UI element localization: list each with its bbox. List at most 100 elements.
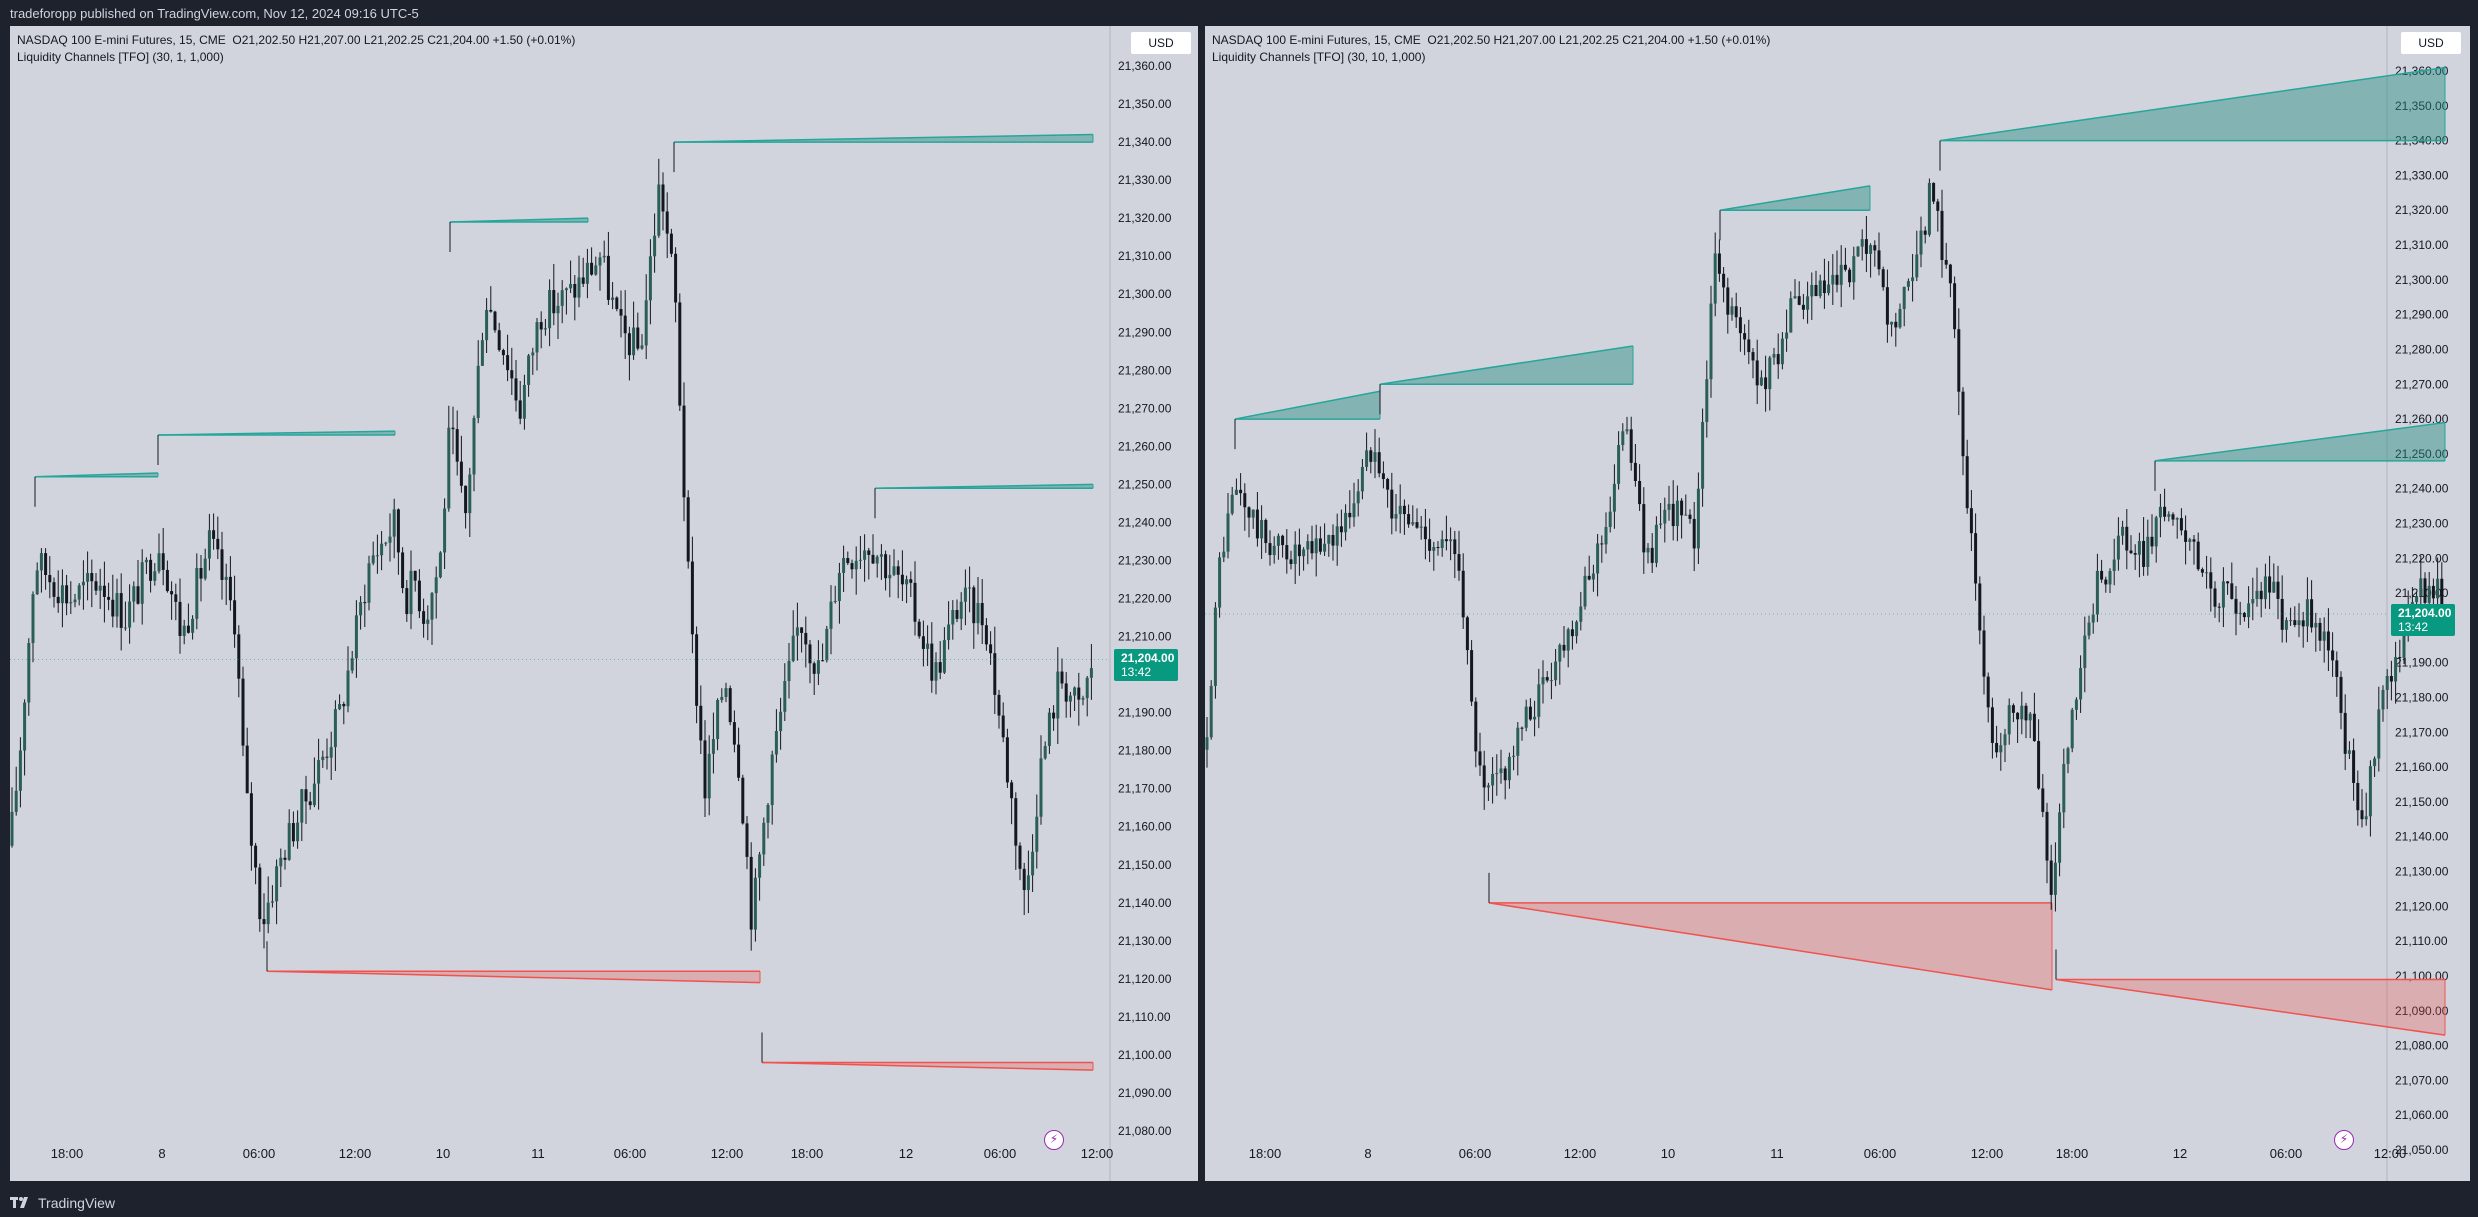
- bull-candle: [1360, 466, 1364, 492]
- bear-candle: [342, 704, 346, 707]
- bear-candle: [552, 290, 556, 314]
- bull-candle: [476, 365, 480, 418]
- bull-candle: [98, 585, 102, 591]
- bear-candle: [94, 581, 98, 591]
- symbol-title[interactable]: NASDAQ 100 E-mini Futures, 15, CME: [17, 33, 226, 47]
- price-tick-label: 21,240.00: [1118, 515, 1172, 529]
- bear-candle: [871, 554, 875, 564]
- bull-candle: [770, 754, 774, 805]
- bull-candle: [123, 627, 127, 629]
- bear-candle: [581, 277, 585, 284]
- bear-candle: [90, 573, 94, 582]
- bull-candle: [1915, 254, 1919, 278]
- price-tick-label: 21,160.00: [1118, 820, 1172, 834]
- bull-candle: [2305, 599, 2309, 627]
- lightning-icon[interactable]: ⚡: [1044, 1130, 1064, 1150]
- bull-candle: [140, 562, 144, 604]
- bull-candle: [1705, 379, 1709, 422]
- bull-candle: [1068, 695, 1072, 702]
- bear-candle: [2041, 788, 2045, 812]
- bull-candle: [1419, 526, 1423, 528]
- symbol-title[interactable]: NASDAQ 100 E-mini Futures, 15, CME: [1212, 33, 1421, 47]
- bull-candle: [2263, 576, 2267, 600]
- chart-canvas-right[interactable]: 21,050.00 21,060.00 21,070.00 21,080.00 21,0…: [1205, 26, 2470, 1181]
- bull-candle: [380, 543, 384, 556]
- bear-candle: [451, 427, 455, 430]
- bull-candle: [2347, 750, 2351, 754]
- price-tick-label: 21,240.00: [2395, 482, 2449, 496]
- bear-candle: [2037, 741, 2041, 789]
- bear-candle: [867, 550, 871, 555]
- bull-candle: [1039, 758, 1043, 817]
- bear-candle: [1457, 554, 1461, 571]
- price-tick-label: 21,120.00: [1118, 972, 1172, 986]
- bear-candle: [2226, 581, 2230, 584]
- bull-candle: [783, 681, 787, 712]
- bull-candle: [1604, 527, 1608, 545]
- chart-canvas-left[interactable]: 21,080.00 21,090.00 21,100.00 21,110.00 21,1…: [10, 26, 1198, 1181]
- bull-candle: [1432, 547, 1436, 551]
- time-tick-label: 12:00: [1564, 1146, 1597, 1161]
- bear-candle: [2196, 541, 2200, 570]
- indicator-label[interactable]: Liquidity Channels [TFO] (30, 1, 1,000): [17, 50, 224, 64]
- bear-candle: [1077, 687, 1081, 700]
- time-tick-label: 06:00: [1864, 1146, 1897, 1161]
- bear-candle: [2163, 506, 2167, 517]
- bear-candle: [623, 315, 627, 334]
- bull-candle: [1047, 712, 1051, 747]
- bull-candle: [774, 730, 778, 755]
- bull-candle: [2146, 536, 2150, 567]
- bull-candle: [720, 696, 724, 701]
- bull-candle: [594, 265, 598, 275]
- currency-button[interactable]: USD: [2401, 32, 2461, 54]
- price-tick-label: 21,290.00: [1118, 325, 1172, 339]
- bull-candle: [388, 536, 392, 543]
- bear-candle: [913, 582, 917, 622]
- bull-candle: [2205, 572, 2209, 574]
- bear-candle: [846, 558, 850, 564]
- bear-candle: [900, 574, 904, 585]
- bull-candle: [1772, 354, 1776, 358]
- chart-panel-left[interactable]: 21,080.00 21,090.00 21,100.00 21,110.00 21,1…: [10, 26, 1198, 1181]
- bear-candle: [1369, 450, 1373, 462]
- bull-candle: [2364, 816, 2368, 820]
- bull-candle: [81, 581, 85, 586]
- bear-candle: [401, 552, 405, 589]
- bull-candle: [1684, 514, 1688, 516]
- bull-candle: [1810, 284, 1814, 297]
- bull-candle: [27, 643, 31, 703]
- bull-candle: [632, 327, 636, 356]
- currency-button[interactable]: USD: [1131, 32, 1191, 54]
- bear-candle: [1797, 296, 1801, 305]
- bull-candle: [2167, 514, 2171, 517]
- bear-candle: [1692, 518, 1696, 549]
- price-tick-label: 21,310.00: [1118, 249, 1172, 263]
- bear-candle: [993, 653, 997, 695]
- bear-candle: [1243, 493, 1247, 508]
- bear-candle: [1478, 751, 1482, 766]
- bull-candle: [354, 615, 358, 659]
- lightning-icon[interactable]: ⚡: [2334, 1130, 2354, 1150]
- price-tick-label: 21,180.00: [1118, 744, 1172, 758]
- bull-candle: [191, 618, 195, 633]
- bull-candle: [816, 660, 820, 674]
- tradingview-logo-icon: [10, 1197, 28, 1208]
- bull-candle: [375, 555, 379, 557]
- last-price-value: 21,204.00: [2398, 605, 2452, 620]
- bull-candle: [1226, 513, 1230, 552]
- bear-candle: [1428, 539, 1432, 551]
- indicator-label[interactable]: Liquidity Channels [TFO] (30, 10, 1,000): [1212, 50, 1426, 64]
- bull-zone-edge: [1939, 66, 2446, 142]
- bear-candle: [2440, 578, 2444, 614]
- bear-candle: [1310, 541, 1314, 554]
- bull-candle: [1440, 539, 1444, 548]
- bull-candle: [1927, 182, 1931, 235]
- bear-candle: [212, 530, 216, 539]
- price-tick-label: 21,250.00: [1118, 477, 1172, 491]
- chart-panel-right[interactable]: 21,050.00 21,060.00 21,070.00 21,080.00 21,0…: [1205, 26, 2470, 1181]
- bull-candle: [1541, 677, 1545, 685]
- bear-candle: [1864, 239, 1868, 254]
- bull-candle: [279, 857, 283, 867]
- bull-candle: [2137, 540, 2141, 555]
- bear-candle: [2343, 712, 2347, 754]
